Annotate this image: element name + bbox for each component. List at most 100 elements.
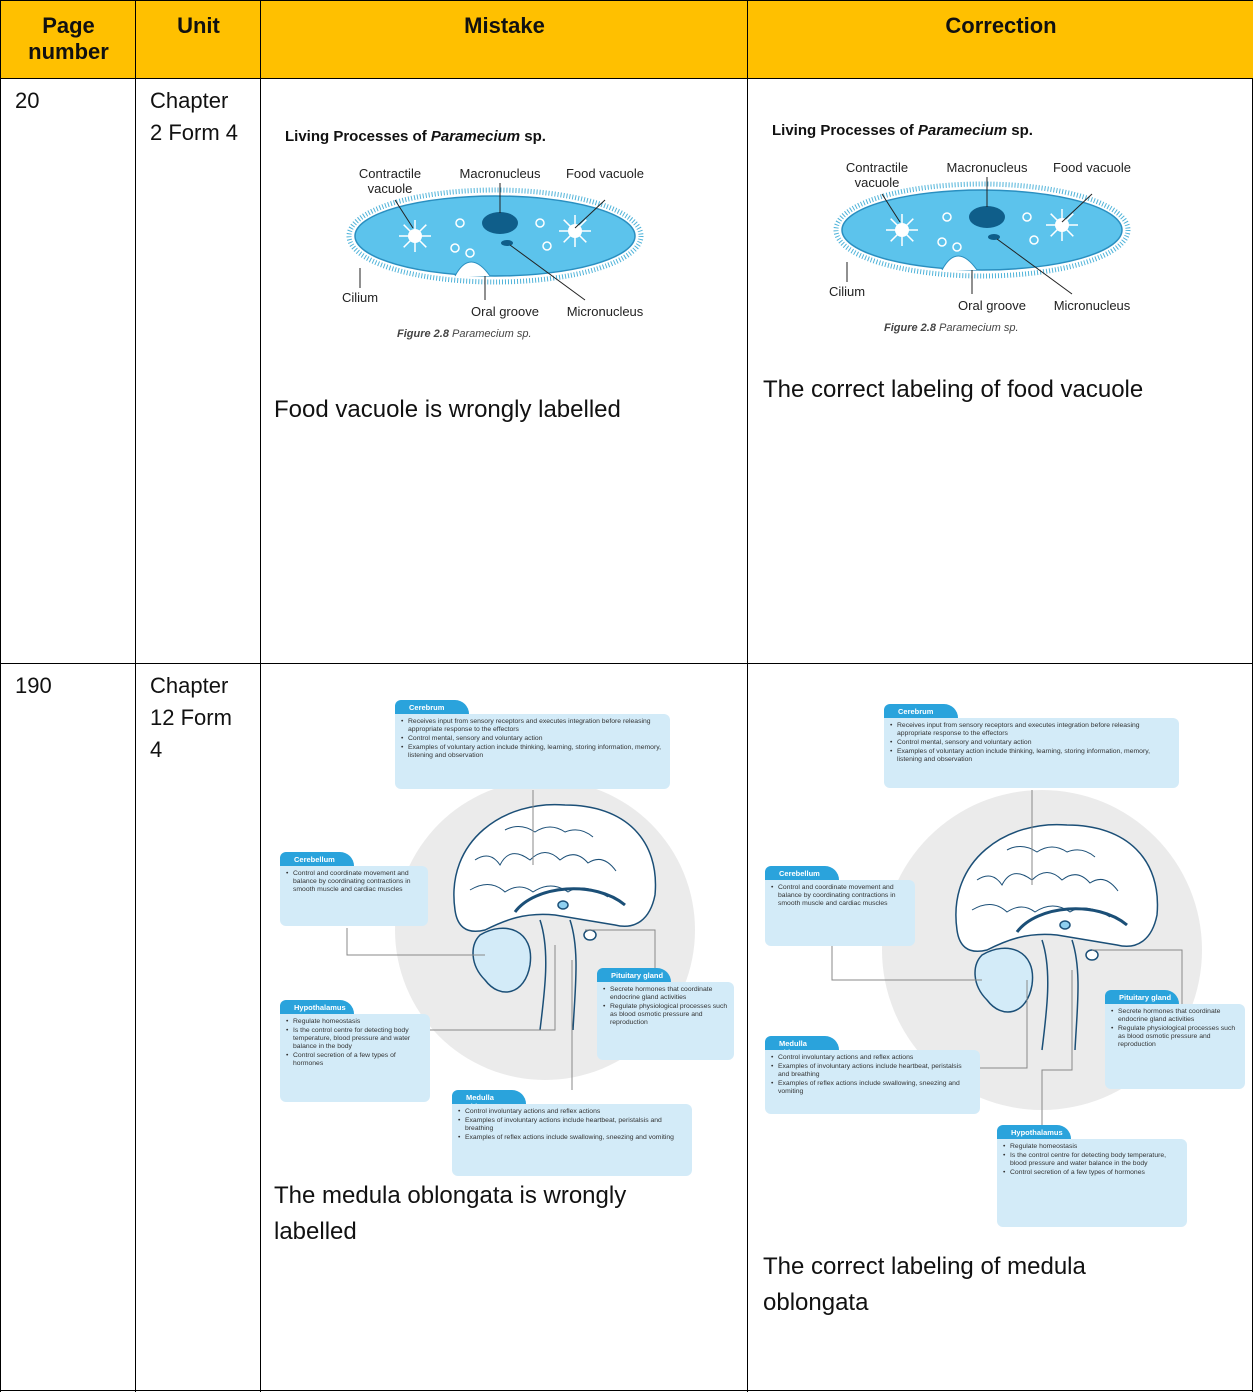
figure-label: Micronucleus	[1053, 298, 1131, 313]
connector	[1041, 970, 1073, 1125]
box-item: Control and coordinate movement and bala…	[286, 870, 422, 894]
figure-label: Oral groove	[958, 298, 1026, 313]
connector	[980, 980, 1028, 1069]
box-body: Receives input from sensory receptors an…	[395, 714, 670, 789]
food-vacuole	[542, 241, 552, 251]
info-box: Pituitary gland Secrete hormones that coo…	[1105, 990, 1245, 1089]
box-body: Secrete hormones that coordinate endocri…	[597, 982, 734, 1060]
box-item: Control mental, sensory and voluntary ac…	[401, 735, 664, 743]
oral-groove	[454, 261, 491, 277]
title-text: Living Processes of	[285, 128, 431, 145]
figure-caption: Figure 2.8 Paramecium sp.	[884, 322, 1019, 334]
label-leader	[394, 199, 414, 229]
title-text: sp.	[520, 128, 546, 145]
box-item: Receives input from sensory receptors an…	[401, 718, 664, 734]
box-item: Is the control centre for detecting body…	[1003, 1152, 1181, 1168]
box-body: Control involuntary actions and reflex a…	[452, 1104, 692, 1176]
brain	[955, 823, 1159, 1051]
label-leader	[1061, 193, 1093, 223]
vacuole-canal	[414, 235, 427, 248]
box-title: Cerebellum	[765, 866, 839, 881]
box-title: Pituitary gland	[597, 968, 671, 983]
title-text: Living Processes of	[772, 122, 918, 139]
box-item: Receives input from sensory receptors an…	[890, 722, 1173, 738]
header-cell: Correction	[747, 0, 1253, 79]
box-item: Is the control centre for detecting body…	[286, 1027, 424, 1051]
micronucleus	[501, 240, 513, 246]
box-body: Control and coordinate movement and bala…	[765, 880, 915, 946]
food-vacuole	[450, 243, 460, 253]
box-body: Regulate homeostasisIs the control centr…	[280, 1014, 430, 1102]
page-cell: 20	[0, 78, 136, 664]
cell-body	[354, 195, 636, 277]
brain-figure: Cerebrum Receives input from sensory rece…	[762, 700, 1245, 1227]
unit-cell: Chapter 2 Form 4	[135, 78, 261, 664]
info-box: Cerebellum Control and coordinate movemen…	[280, 852, 428, 926]
label-leader	[509, 244, 586, 301]
vacuole-canal	[563, 219, 576, 232]
box-item: Regulate physiological processes such as…	[603, 1003, 728, 1027]
label-leader	[996, 238, 1073, 295]
info-box: Cerebrum Receives input from sensory rece…	[395, 700, 670, 789]
brain	[453, 803, 657, 1031]
connector	[831, 946, 982, 981]
figure-label: Cilium	[828, 284, 866, 299]
title-italic: Paramecium	[430, 128, 521, 145]
box-item: Examples of involuntary actions include …	[458, 1117, 686, 1133]
box-title: Cerebrum	[884, 704, 958, 719]
connector	[346, 928, 485, 956]
corpus-callosum	[513, 887, 626, 913]
cilia	[346, 187, 644, 285]
vacuole-canal	[890, 218, 903, 231]
box-item: Regulate physiological processes such as…	[1111, 1025, 1239, 1049]
cerebellum	[472, 927, 532, 993]
box-title: Hypothalamus	[280, 1000, 354, 1015]
caption-italic: Paramecium sp.	[452, 328, 532, 340]
box-title: Cerebrum	[395, 700, 469, 715]
mistake-cell	[260, 78, 748, 664]
box-item: Examples of voluntary action include thi…	[890, 748, 1173, 764]
food-vacuole	[937, 237, 947, 247]
cell-body	[841, 189, 1123, 271]
box-item: Control secretion of a few types of horm…	[1003, 1169, 1181, 1177]
box-item: Control involuntary actions and reflex a…	[458, 1108, 686, 1116]
brainstem	[539, 919, 577, 1031]
connector	[430, 945, 556, 1031]
box-body: Receives input from sensory receptors an…	[884, 718, 1179, 788]
figure-title: Living Processes of Paramecium sp.	[772, 122, 1033, 139]
info-box: Cerebrum Receives input from sensory rece…	[884, 704, 1179, 788]
correction-note: The correct labeling of food vacuole	[763, 376, 1144, 403]
food-vacuole	[455, 218, 465, 228]
corpus-callosum	[1015, 907, 1128, 933]
figure-caption: Figure 2.8 Paramecium sp.	[397, 328, 532, 340]
box-item: Control secretion of a few types of horm…	[286, 1052, 424, 1068]
info-box: Medulla oblongataControl involuntary act…	[452, 1090, 692, 1176]
title-text: sp.	[1007, 122, 1033, 139]
box-item: Secrete hormones that coordinate endocri…	[1111, 1008, 1239, 1024]
macronucleus	[482, 212, 518, 234]
figure-label: Macronucleus	[946, 160, 1028, 175]
cilia	[833, 181, 1131, 279]
food-vacuole	[1029, 235, 1039, 245]
figure-label: Oral groove	[471, 304, 539, 319]
box-title: Cerebellum	[280, 852, 354, 867]
cerebellum	[974, 947, 1034, 1013]
vacuole-canal	[574, 219, 587, 232]
vacuole-canal	[1061, 224, 1074, 237]
vacuole-canal	[403, 235, 416, 248]
box-item: Control mental, sensory and voluntary ac…	[890, 739, 1173, 747]
vacuole-canal	[563, 230, 576, 243]
brainstem	[1041, 939, 1079, 1051]
vacuole-canal	[901, 218, 914, 231]
hypothalamus	[1059, 920, 1071, 930]
box-item: Regulate homeostasis	[286, 1018, 424, 1026]
vacuole-canal	[1061, 213, 1074, 226]
label-leader	[881, 193, 901, 223]
vacuole-canal	[1050, 213, 1063, 226]
box-item: Examples of reflex actions include swall…	[458, 1134, 686, 1142]
box-title: Hypothalamus	[997, 1125, 1071, 1140]
box-item: Examples of involuntary actions include …	[771, 1063, 974, 1079]
oral-groove	[941, 255, 978, 271]
header-cell: Mistake	[260, 0, 748, 79]
info-box: HypothalamusRegulate homeostasisIs the c…	[280, 1000, 430, 1102]
